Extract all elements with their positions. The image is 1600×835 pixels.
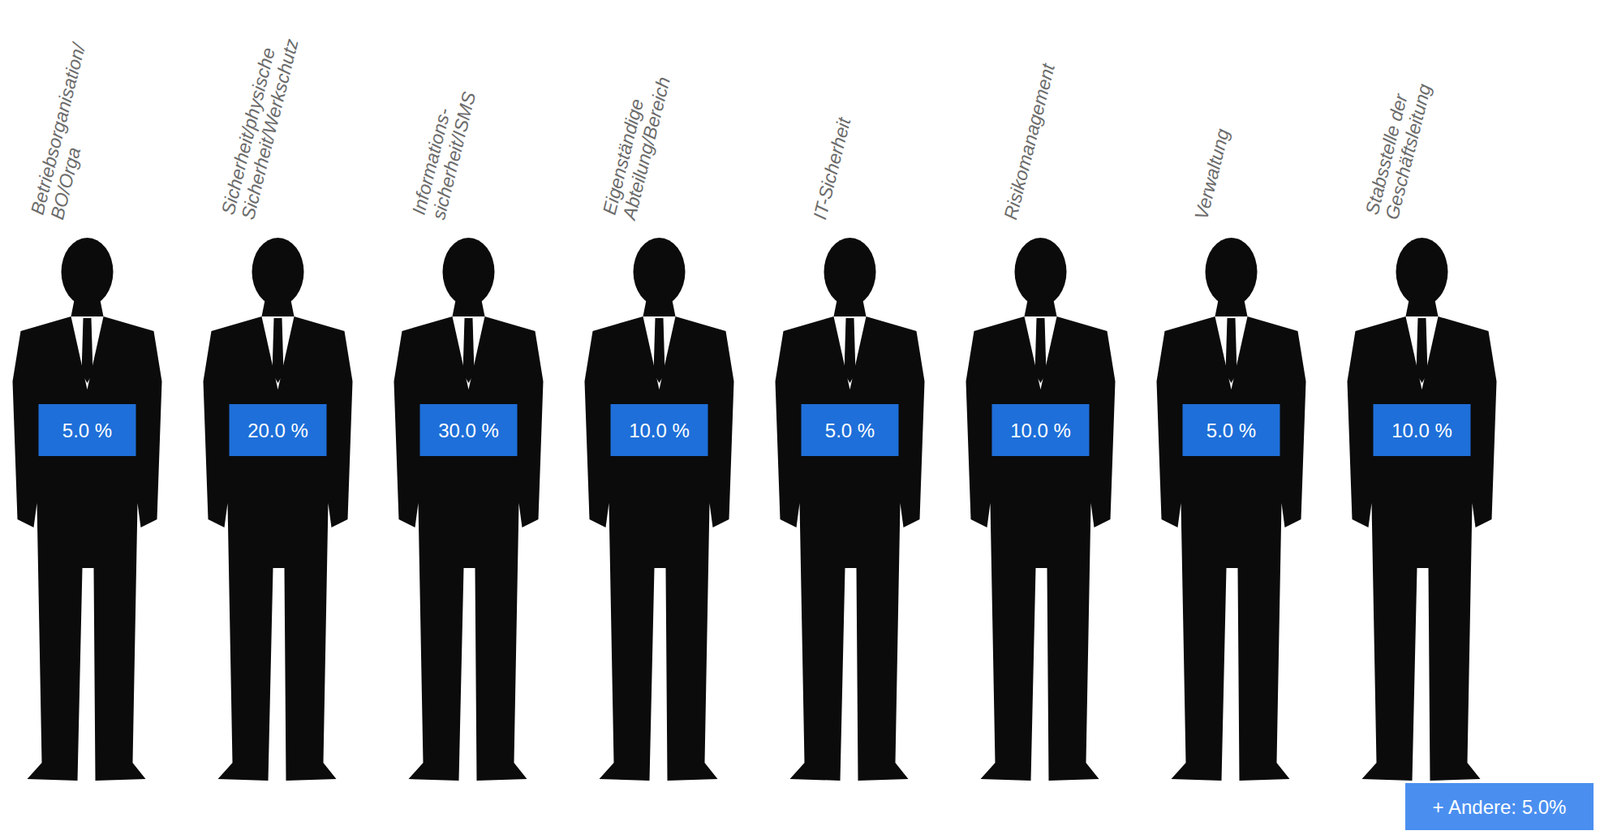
category-label: Informations-sicherheit/ISMS <box>408 84 481 222</box>
silhouette-tie <box>463 318 475 383</box>
silhouette-tie <box>653 318 666 383</box>
annotation: + Andere: 5.0% <box>1405 782 1594 831</box>
category-label: Verwaltung <box>1190 126 1234 222</box>
annotation-box <box>1405 782 1594 831</box>
silhouette-body <box>1156 300 1307 781</box>
data-label: 5.0 % <box>825 419 875 442</box>
value-box <box>38 404 137 456</box>
silhouette-shirt <box>71 316 104 390</box>
category-label: Sicherheit/physischeSicherheit/Werkschut… <box>217 31 303 222</box>
value-box <box>420 404 518 456</box>
silhouette-head <box>633 237 686 306</box>
value-box <box>229 404 327 456</box>
silhouette-shirt <box>452 316 486 390</box>
data-label: 10.0 % <box>1010 419 1071 442</box>
silhouette <box>775 237 925 781</box>
silhouette-head <box>61 237 114 306</box>
silhouette-head <box>1396 237 1449 306</box>
silhouette-shirt <box>1024 316 1058 390</box>
silhouette-tie <box>81 318 94 383</box>
silhouette <box>1156 237 1307 781</box>
silhouette-body <box>12 300 163 781</box>
silhouette-tie <box>1416 318 1428 383</box>
category-label: Risikomanagement <box>999 60 1059 222</box>
silhouette <box>966 237 1116 781</box>
category-label-line: Risikomanagement <box>999 60 1059 222</box>
silhouette-tie <box>1225 318 1238 383</box>
silhouettes <box>12 237 1497 781</box>
silhouette-body <box>584 300 735 781</box>
category-label-line: Abteilung/Bereich <box>618 74 675 224</box>
silhouette-tie <box>1035 318 1047 383</box>
value-boxes: 5.0 % 20.0 % 30.0 % 10.0 % 5.0 % 10.0 % 5.0 % 1… <box>38 404 1471 456</box>
data-label: 5.0 % <box>1206 419 1256 442</box>
silhouette-body <box>203 300 353 781</box>
silhouette-tie <box>272 318 284 383</box>
silhouette-shirt <box>262 316 295 390</box>
silhouette-head <box>824 237 877 306</box>
value-box <box>801 404 899 456</box>
chart: Betriebsorganisation/BO/Orga Sicherheit/p… <box>0 0 1600 835</box>
silhouette-head <box>252 237 305 306</box>
silhouette-shirt <box>1215 316 1248 390</box>
category-label-line: Geschäftsleitung <box>1380 81 1436 222</box>
annotation-text: + Andere: 5.0% <box>1432 795 1567 818</box>
category-labels: Betriebsorganisation/BO/Orga Sicherheit/p… <box>26 31 1436 224</box>
category-label-line: Sicherheit/Werkschutz <box>236 36 303 222</box>
data-label: 5.0 % <box>62 419 112 442</box>
silhouette <box>12 237 163 781</box>
silhouette-shirt <box>834 316 867 390</box>
silhouette-shirt <box>1406 316 1439 390</box>
silhouette-body <box>394 300 544 781</box>
data-label: 20.0 % <box>247 419 309 442</box>
silhouette-body <box>1347 300 1497 781</box>
silhouette-tie <box>844 318 856 383</box>
silhouette-shirt <box>643 316 676 390</box>
silhouette <box>203 237 353 781</box>
silhouette-body <box>966 300 1116 781</box>
data-label: 30.0 % <box>438 419 499 442</box>
category-label: Betriebsorganisation/BO/Orga <box>26 39 111 223</box>
silhouette <box>394 237 544 781</box>
silhouette <box>584 237 735 781</box>
silhouette-head <box>1205 237 1258 306</box>
value-box <box>1373 404 1471 456</box>
category-label: Stabsstelle derGeschäftsleitung <box>1361 76 1436 222</box>
value-box <box>610 404 709 456</box>
silhouette-head <box>443 237 495 306</box>
category-label-line: BO/Orga <box>46 145 85 222</box>
data-label: 10.0 % <box>628 419 690 442</box>
silhouette <box>1347 237 1497 781</box>
category-label-line: Verwaltung <box>1190 126 1234 222</box>
silhouette-body <box>775 300 925 781</box>
data-label: 10.0 % <box>1391 419 1453 442</box>
silhouette-head <box>1015 237 1067 306</box>
category-label-line: IT-Sicherheit <box>808 114 856 222</box>
category-label-line: sicherheit/ISMS <box>427 89 480 222</box>
value-box <box>992 404 1090 456</box>
value-box <box>1182 404 1281 456</box>
category-label: IT-Sicherheit <box>808 114 856 222</box>
category-label: EigenständigeAbteilung/Bereich <box>597 69 675 224</box>
